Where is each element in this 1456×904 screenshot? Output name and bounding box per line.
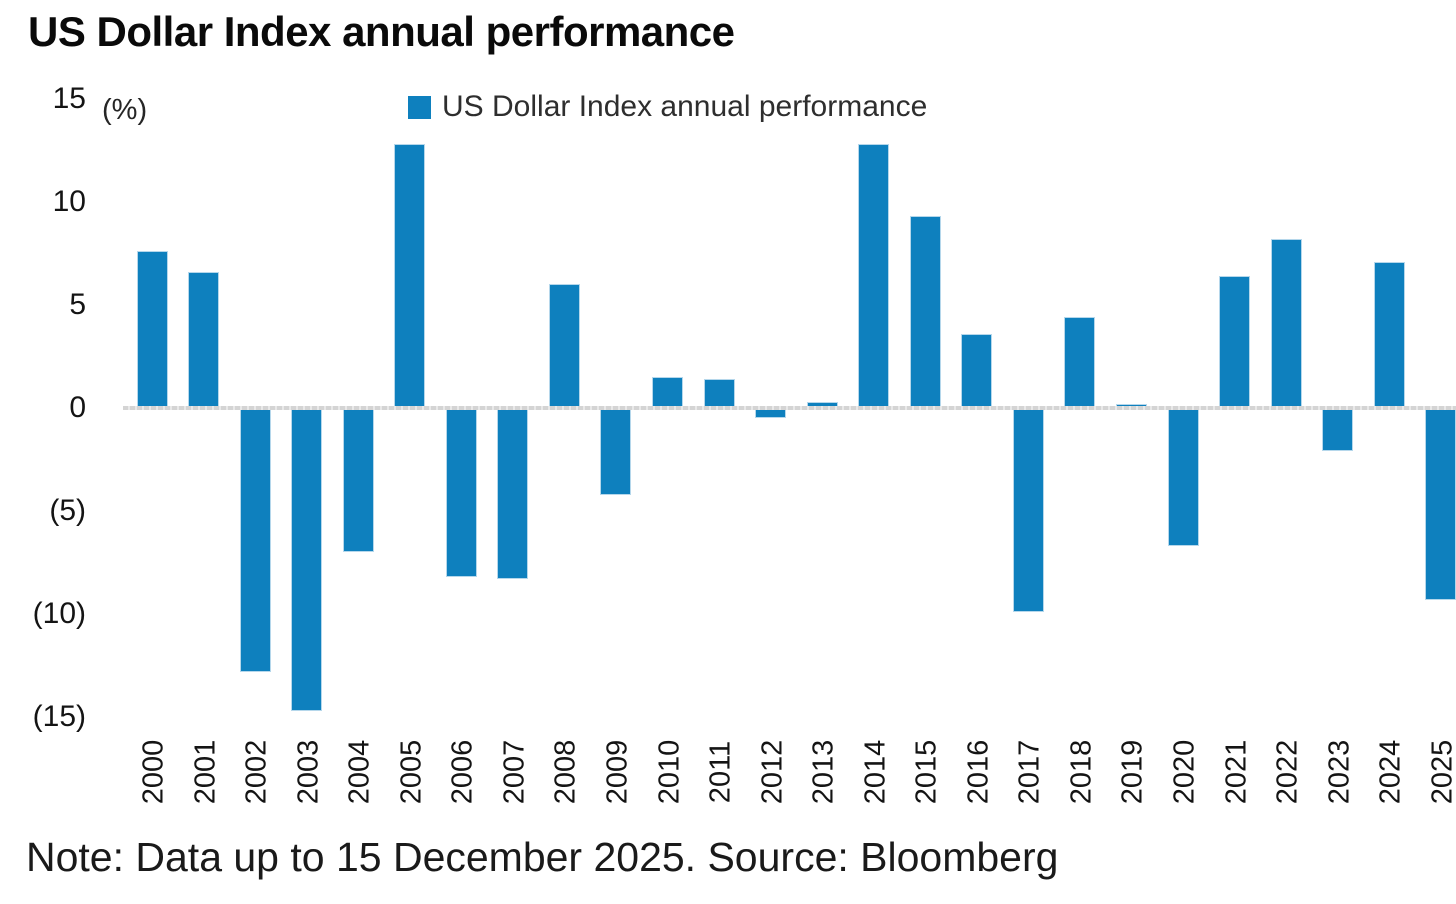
x-tick-2001: 2001 [189, 739, 222, 805]
x-tick-2008: 2008 [549, 739, 582, 805]
legend: US Dollar Index annual performance [408, 90, 927, 124]
bar-2020 [1167, 408, 1199, 547]
x-tick-2014: 2014 [859, 739, 892, 805]
y-tick-15: 15 [52, 82, 86, 115]
bar-2022 [1270, 239, 1302, 408]
bar-2002 [239, 408, 271, 672]
bar-2001 [188, 272, 220, 408]
bar-2008 [548, 284, 580, 408]
bar-2003 [291, 408, 323, 711]
x-tick-2012: 2012 [756, 739, 789, 805]
bar-2018 [1064, 317, 1096, 408]
bar-2007 [497, 408, 529, 579]
x-tick-2013: 2013 [807, 739, 840, 805]
x-tick-2009: 2009 [601, 739, 634, 805]
x-tick-2005: 2005 [395, 739, 428, 805]
bar-2025 [1425, 408, 1456, 600]
x-tick-2021: 2021 [1220, 739, 1253, 805]
x-tick-2016: 2016 [962, 739, 995, 805]
bar-2010 [652, 377, 683, 408]
bar-2014 [858, 144, 890, 408]
bar-2015 [909, 216, 941, 408]
x-tick-2018: 2018 [1065, 739, 1098, 805]
x-tick-2006: 2006 [446, 739, 479, 805]
y-tick-5: 5 [69, 288, 86, 321]
x-tick-2020: 2020 [1168, 739, 1201, 805]
bar-2009 [600, 408, 632, 495]
x-tick-2003: 2003 [292, 739, 325, 805]
bar-2000 [136, 251, 168, 408]
bar-2017 [1012, 408, 1044, 612]
bar-2021 [1219, 276, 1251, 408]
y-tick--10: (10) [32, 597, 86, 630]
x-tick-2024: 2024 [1374, 739, 1407, 805]
y-tick-10: 10 [52, 185, 86, 218]
x-tick-2000: 2000 [137, 739, 170, 805]
x-tick-2007: 2007 [498, 739, 531, 805]
x-axis-zero-line [123, 406, 1456, 410]
y-tick--5: (5) [49, 494, 86, 527]
x-tick-2022: 2022 [1271, 739, 1304, 805]
bar-2023 [1322, 408, 1354, 452]
legend-label: US Dollar Index annual performance [442, 90, 928, 123]
bar-2004 [342, 408, 374, 553]
x-tick-2002: 2002 [240, 739, 273, 805]
x-tick-2004: 2004 [343, 739, 376, 805]
legend-marker-icon [408, 95, 431, 119]
x-tick-2011: 2011 [704, 740, 737, 804]
bar-2006 [445, 408, 477, 577]
x-tick-2019: 2019 [1116, 739, 1149, 805]
y-tick-0: 0 [69, 391, 86, 424]
bar-2005 [394, 144, 426, 408]
source-note: Note: Data up to 15 December 2025. Sourc… [26, 834, 1059, 880]
bar-2016 [961, 333, 993, 408]
y-axis-unit-label: (%) [102, 94, 148, 126]
chart-title: US Dollar Index annual performance [28, 8, 735, 55]
x-tick-2015: 2015 [910, 739, 943, 805]
x-tick-2010: 2010 [653, 739, 685, 805]
x-tick-2023: 2023 [1323, 739, 1356, 805]
y-tick--15: (15) [32, 700, 86, 733]
bar-2024 [1373, 261, 1405, 408]
x-tick-2025: 2025 [1426, 739, 1456, 805]
bar-2011 [703, 379, 735, 408]
x-tick-2017: 2017 [1013, 739, 1046, 805]
